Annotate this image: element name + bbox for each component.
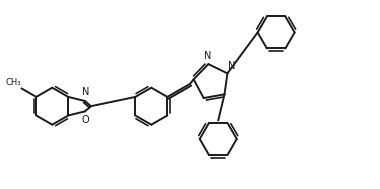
Text: N: N: [204, 51, 212, 61]
Text: O: O: [82, 115, 89, 125]
Text: N: N: [82, 87, 89, 97]
Text: N: N: [228, 61, 236, 71]
Text: CH₃: CH₃: [5, 78, 21, 88]
